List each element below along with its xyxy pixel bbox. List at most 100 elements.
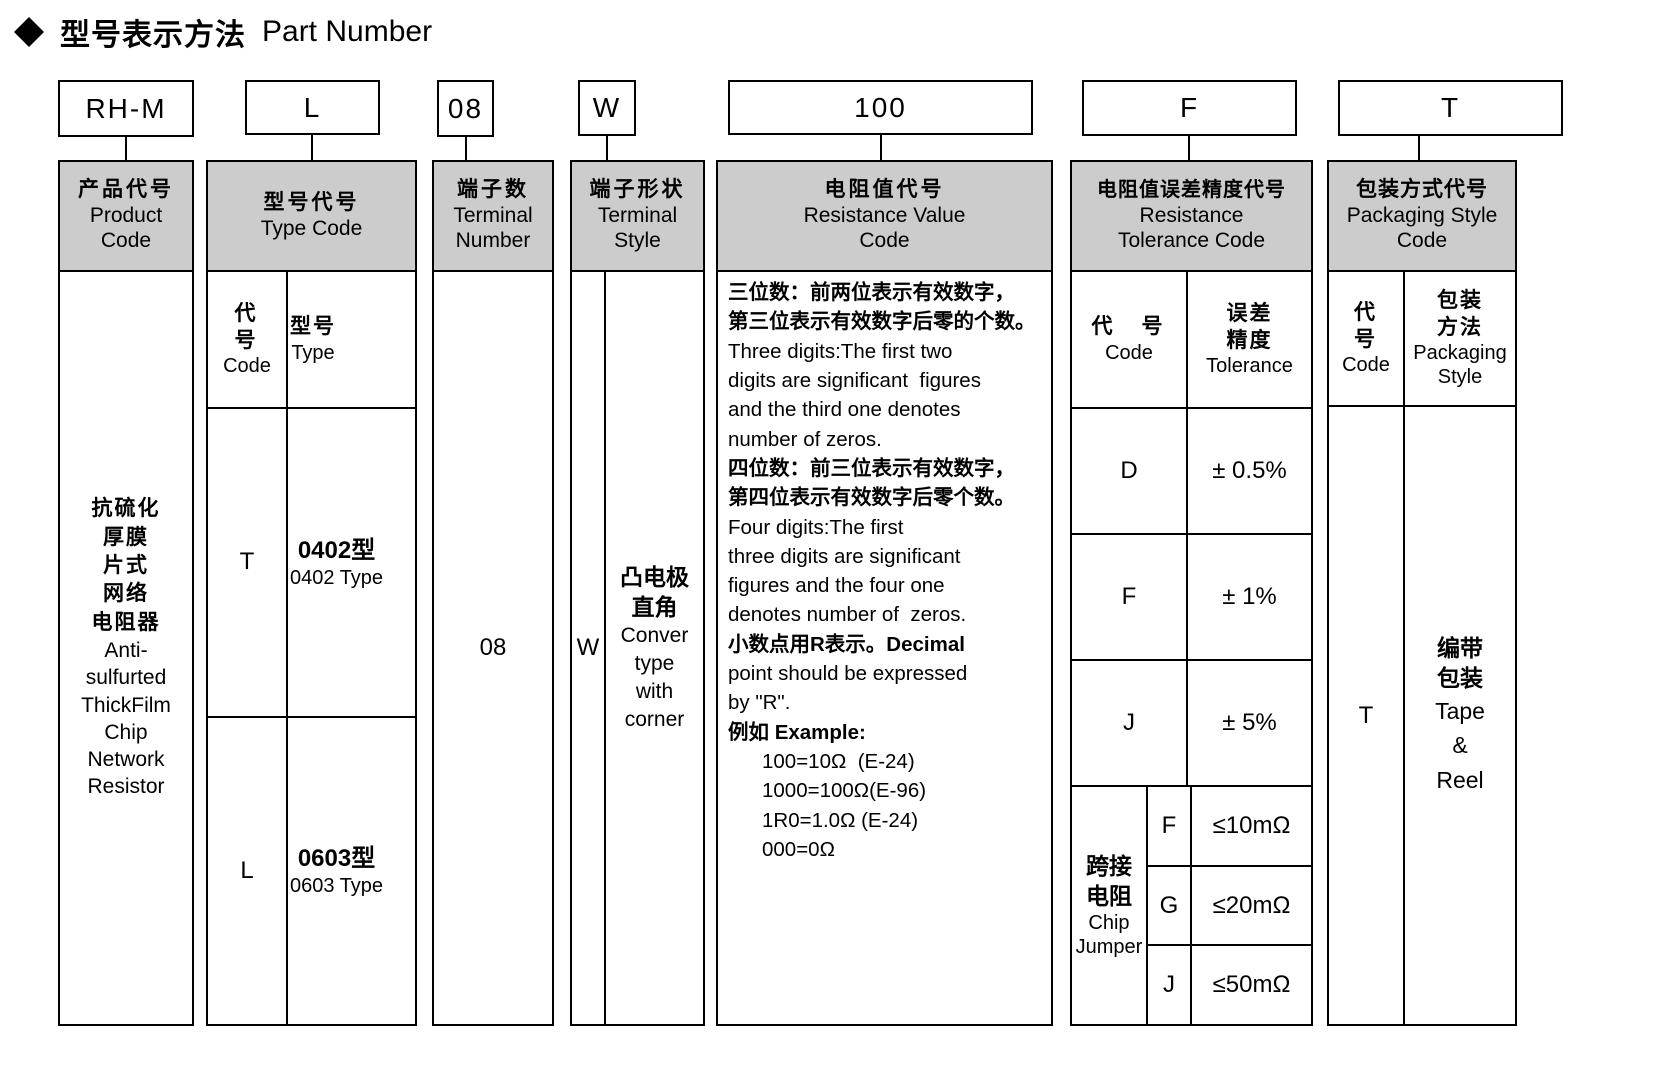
resistance-value-line: three digits are significant xyxy=(728,544,961,568)
type-code-table-row: T 0402型 0402 Type xyxy=(208,409,415,718)
column-type-code-header: 型号代号 Type Code xyxy=(208,162,415,272)
type-code-row-0-type-en: 0402 Type xyxy=(290,566,384,589)
tolerance-table-row: J ± 5% xyxy=(1072,661,1311,787)
chip-jumper-row: G ≤20mΩ xyxy=(1148,866,1311,947)
code-box-terminal-style-value: W xyxy=(592,92,622,123)
column-resistance-value-header-cn: 电阻值代号 xyxy=(824,178,945,202)
column-tolerance-header-en-2: Tolerance Code xyxy=(1117,228,1266,252)
code-box-tolerance-value: F xyxy=(1179,92,1200,123)
tolerance-row-1-code: F xyxy=(1072,535,1188,659)
code-box-terminal-number: 08 xyxy=(437,80,494,137)
column-tolerance-header-cn: 电阻值误差精度代号 xyxy=(1097,179,1286,202)
column-tolerance-code: 电阻值误差精度代号 Resistance Tolerance Code 代 号 … xyxy=(1070,160,1313,1026)
packaging-row-style-en-3: Reel xyxy=(1436,766,1484,793)
packaging-col-style-header-cn-2: 方法 xyxy=(1437,315,1483,339)
column-terminal-style: 端子形状 Terminal Style W 凸电极 直角 Conver type… xyxy=(570,160,705,1026)
page-title: 型号表示方法 Part Number xyxy=(14,10,432,54)
packaging-col-style-header-cn-1: 包装 xyxy=(1437,289,1483,313)
type-code-table: 代 号 Code 型号 Type T 0 xyxy=(208,272,415,1024)
resistance-value-line: point should be expressed xyxy=(728,662,968,686)
type-code-col-code-header-en: Code xyxy=(223,354,271,377)
column-terminal-number-header: 端子数 Terminal Number xyxy=(434,162,552,272)
column-tolerance-body: 代 号 Code 误差 精度 Tolerance D ± 0.5% xyxy=(1072,272,1311,1025)
code-box-terminal-number-value: 08 xyxy=(447,92,484,124)
tolerance-row-0-value: ± 0.5% xyxy=(1212,457,1287,484)
type-code-row-1-type: 0603型 0603 Type xyxy=(288,718,385,1025)
packaging-col-code-header-en: Code xyxy=(1342,353,1390,376)
chip-jumper-label-en-2: Jumper xyxy=(1075,936,1143,959)
resistance-value-line: 第四位表示有效数字后零个数。 xyxy=(728,486,1015,510)
resistance-value-line: number of zeros. xyxy=(728,427,882,451)
code-box-tolerance: F xyxy=(1082,80,1297,136)
column-packaging-header: 包装方式代号 Packaging Style Code xyxy=(1329,162,1515,272)
column-terminal-style-header-en-1: Terminal xyxy=(597,204,678,228)
column-type-code-header-en: Type Code xyxy=(260,216,363,240)
column-packaging-header-en-2: Code xyxy=(1396,229,1448,253)
column-terminal-number-body: 08 xyxy=(434,272,552,1024)
chip-jumper-label-en-1: Chip xyxy=(1088,912,1130,935)
packaging-row-style-en-2: & xyxy=(1452,732,1468,759)
type-code-row-0-type: 0402型 0402 Type xyxy=(288,409,385,716)
column-type-code: 型号代号 Type Code 代 号 Code 型号 Type xyxy=(206,160,417,1026)
packaging-col-style-header-en-2: Style xyxy=(1437,365,1483,388)
resistance-value-line: 例如 Example: xyxy=(728,720,866,744)
column-terminal-style-header: 端子形状 Terminal Style xyxy=(572,162,703,272)
packaging-row-style-cn-2: 包装 xyxy=(1437,664,1483,691)
column-product-code: 产品代号 Product Code 抗硫化 厚膜 片式 网络 电阻器 Anti-… xyxy=(58,160,194,1026)
code-box-type: L xyxy=(245,80,380,135)
tolerance-table-rows: D ± 0.5% F ± 1% J ± 5% 跨接 xyxy=(1072,409,1311,1025)
column-type-code-body: 代 号 Code 型号 Type T 0 xyxy=(208,272,415,1024)
packaging-row-code: T xyxy=(1358,701,1374,729)
code-box-product: RH-M xyxy=(58,80,194,137)
column-tolerance-header: 电阻值误差精度代号 Resistance Tolerance Code xyxy=(1072,162,1311,272)
column-product-code-header-cn: 产品代号 xyxy=(78,178,174,202)
tolerance-table-row: D ± 0.5% xyxy=(1072,409,1311,535)
resistance-value-line: and the third one denotes xyxy=(728,398,961,422)
type-code-row-1-type-cn: 0603型 xyxy=(297,845,376,873)
tolerance-row-0-code: D xyxy=(1072,409,1188,533)
code-box-resistance-value-value: 100 xyxy=(854,91,907,123)
connector-product xyxy=(125,137,127,160)
chip-jumper-row-1-value: ≤20mΩ xyxy=(1212,891,1291,919)
column-product-code-header-en-2: Code xyxy=(100,229,152,253)
chip-jumper-rows: F ≤10mΩ G ≤20mΩ J ≤50mΩ xyxy=(1148,787,1311,1025)
terminal-number-value: 08 xyxy=(479,634,507,661)
tolerance-col-value-header: 误差 精度 Tolerance xyxy=(1188,272,1311,407)
chip-jumper-row-1-code: G xyxy=(1148,866,1192,945)
type-code-col-code-header-cn: 代 号 xyxy=(234,302,285,352)
column-terminal-number-header-en-1: Terminal xyxy=(453,204,533,228)
chip-jumper-section: 跨接 电阻 Chip Jumper F ≤10mΩ xyxy=(1072,787,1311,1025)
column-packaging-code: 包装方式代号 Packaging Style Code 代 号 Code T 包… xyxy=(1327,160,1517,1026)
tolerance-col-value-header-cn-1: 误差 xyxy=(1226,302,1273,326)
resistance-value-line: 小数点用R表示。Decimal xyxy=(728,632,965,656)
terminal-style-code: W xyxy=(572,272,606,1024)
chip-jumper-row: J ≤50mΩ xyxy=(1148,946,1311,1025)
packaging-col-style-header: 包装 方法 Packaging Style xyxy=(1405,272,1515,407)
tolerance-col-value-header-en: Tolerance xyxy=(1206,354,1293,377)
tolerance-table-header-row: 代 号 Code 误差 精度 Tolerance xyxy=(1072,272,1311,409)
column-terminal-number-header-en-2: Number xyxy=(455,229,531,253)
column-terminal-style-header-cn: 端子形状 xyxy=(589,178,686,202)
page-title-cn: 型号表示方法 xyxy=(60,19,246,52)
column-terminal-number: 端子数 Terminal Number 08 xyxy=(432,160,554,1026)
resistance-value-text-lines: 三位数：前两位表示有效数字， 第三位表示有效数字后零的个数。 Three digit… xyxy=(728,278,1043,747)
chip-jumper-row-0-value: ≤10mΩ xyxy=(1212,811,1291,839)
chip-jumper-label-cn-1: 跨接 xyxy=(1085,852,1132,879)
column-terminal-style-header-en-2: Style xyxy=(614,229,661,253)
resistance-value-examples: 100=10Ω (E-24) 1000=100Ω(E-96) 1R0=1.0Ω (E… xyxy=(728,747,1043,864)
connector-terminal-number xyxy=(465,137,467,160)
resistance-value-example: 1000=100Ω(E-96) xyxy=(762,779,927,803)
packaging-col-style-header-en-1: Packaging xyxy=(1413,341,1507,364)
connector-resistance-value xyxy=(880,135,882,160)
tolerance-col-code-header-en: Code xyxy=(1105,341,1153,364)
page-title-en: Part Number xyxy=(262,15,433,48)
connector-tolerance xyxy=(1188,136,1190,160)
resistance-value-line: denotes number of zeros. xyxy=(728,603,967,627)
chip-jumper-wrap: 跨接 电阻 Chip Jumper F ≤10mΩ xyxy=(1072,787,1311,1025)
column-resistance-value-header-en-2: Code xyxy=(859,229,910,253)
chip-jumper-label-cn-2: 电阻 xyxy=(1085,882,1132,909)
resistance-value-line: Four digits:The first xyxy=(728,515,904,539)
resistance-value-line: digits are significant figures xyxy=(728,368,981,392)
code-box-type-value: L xyxy=(303,91,322,123)
column-resistance-value-header: 电阻值代号 Resistance Value Code xyxy=(718,162,1051,272)
